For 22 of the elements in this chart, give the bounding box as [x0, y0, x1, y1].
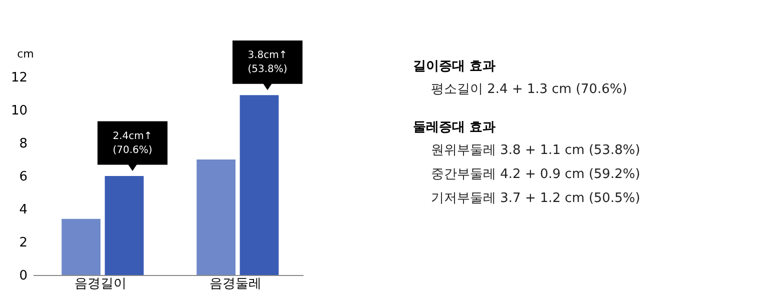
y-tick-label: 10 — [10, 104, 28, 118]
annotation: 3.8cm↑ (53.8%) — [248, 50, 288, 76]
y-tick-label: 8 — [19, 136, 28, 152]
text: 원위부둘레 3.8 + 1.1 cm (53.8%) — [431, 143, 640, 158]
text: 평소길이 2.4 + 1.3 cm (70.6%) — [431, 82, 628, 97]
y-tick-label: 2 — [19, 236, 28, 250]
text: 중간부둘레 4.2 + 0.9 cm (59.2%) — [431, 167, 640, 182]
y-tick-label: 4 — [19, 202, 28, 218]
y-tick-label: 0 — [19, 268, 28, 284]
x-tick-label: 음경둘레 — [210, 276, 262, 292]
bar — [240, 95, 279, 275]
annotation: 2.4cm↑ (70.6%) — [112, 131, 152, 156]
x-tick-label: 음경길이 — [74, 276, 126, 292]
bar — [62, 218, 100, 275]
y-axis-title: cm — [17, 48, 34, 60]
text: 기저부둘레 3.7 + 1.2 cm (50.5%) — [431, 191, 640, 206]
y-tick-label: 12 — [10, 70, 28, 86]
bar — [104, 176, 144, 275]
text: 둘레증대 효과 — [413, 120, 496, 135]
y-tick-label: 6 — [19, 170, 28, 184]
text: 길이증대 효과 — [413, 59, 496, 74]
bar — [196, 160, 236, 275]
